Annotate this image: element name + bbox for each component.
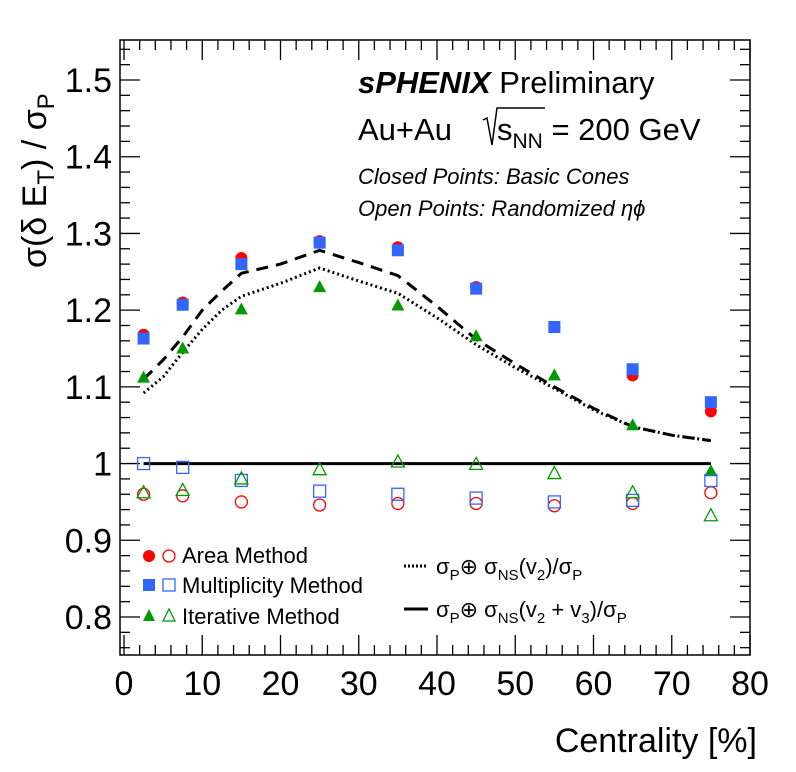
x-tick-label: 40 bbox=[418, 665, 456, 703]
multiplicity-filled-point bbox=[548, 321, 561, 334]
x-axis-title: Centrality [%] bbox=[555, 722, 757, 760]
sqrt-symbol bbox=[482, 107, 545, 146]
iterative-open-point bbox=[312, 461, 328, 476]
area-open-point bbox=[234, 495, 249, 509]
x-tick-label: 80 bbox=[731, 665, 769, 703]
multiplicity-filled-point bbox=[391, 244, 404, 257]
iterative-filled-point bbox=[176, 341, 190, 354]
iterative-filled-point bbox=[547, 368, 561, 381]
y-tick-label: 1.1 bbox=[65, 369, 112, 407]
iterative-filled-point bbox=[704, 464, 718, 477]
iterative-open-point bbox=[233, 470, 249, 485]
area-open-point bbox=[312, 498, 327, 512]
y-tick-label: 1.3 bbox=[65, 215, 112, 253]
legend-dashed-label: σP⊕ σNS(v2 + v3)/σP bbox=[436, 597, 627, 627]
iterative-filled-point bbox=[234, 302, 248, 315]
y-tick-label: 0.8 bbox=[65, 599, 112, 637]
iterative-filled-point bbox=[626, 418, 640, 431]
multiplicity-open-point bbox=[469, 491, 483, 505]
multiplicity-filled-point bbox=[176, 298, 189, 311]
x-tick-label: 70 bbox=[653, 665, 691, 703]
legend-area-filled-marker bbox=[143, 550, 155, 562]
y-tick-label: 0.9 bbox=[65, 522, 112, 560]
y-tick-label: 1.2 bbox=[65, 292, 112, 330]
multiplicity-open-point bbox=[391, 487, 405, 501]
legend: Area Method Multiplicity Method Iterativ… bbox=[143, 543, 627, 629]
multiplicity-filled-point bbox=[313, 236, 326, 249]
iterative-filled-point bbox=[391, 298, 405, 311]
x-tick-label: 60 bbox=[575, 665, 613, 703]
x-tick-label: 30 bbox=[340, 665, 378, 703]
legend-iterative-label: Iterative Method bbox=[182, 604, 340, 629]
x-tick-label: 10 bbox=[183, 665, 221, 703]
x-tick-label: 50 bbox=[496, 665, 534, 703]
multiplicity-open-point bbox=[234, 473, 249, 488]
data-points bbox=[135, 235, 719, 522]
multiplicity-open-point bbox=[704, 473, 718, 488]
experiment-label: sPHENIX Preliminary bbox=[358, 65, 655, 100]
area-open-point bbox=[625, 496, 640, 511]
legend-iterative-open-marker bbox=[161, 607, 177, 622]
multiplicity-filled-point bbox=[470, 282, 483, 295]
legend-iterative-filled-marker bbox=[143, 609, 155, 621]
legend-multiplicity-filled-marker bbox=[143, 579, 155, 591]
legend-area-label: Area Method bbox=[182, 543, 308, 568]
y-tick-label: 1.4 bbox=[65, 139, 112, 177]
area-open-point bbox=[704, 486, 718, 500]
area-open-point bbox=[547, 499, 562, 513]
system-label: Au+Au bbox=[358, 112, 452, 147]
multiplicity-filled-point bbox=[704, 396, 717, 409]
iterative-open-point bbox=[175, 482, 191, 497]
iterative-open-point bbox=[703, 507, 719, 522]
legend-area-open-marker bbox=[162, 549, 176, 563]
curves bbox=[142, 248, 712, 466]
multiplicity-open-point bbox=[312, 484, 327, 498]
plot-frame bbox=[119, 39, 751, 656]
open-points-note: Open Points: Randomized ηϕ bbox=[358, 196, 645, 221]
y-tick-label: 1.5 bbox=[65, 62, 112, 100]
legend-dotted-label: σP⊕ σNS(v2)/σP bbox=[436, 554, 582, 584]
iterative-open-point bbox=[135, 484, 152, 499]
multiplicity-open-point bbox=[136, 456, 151, 471]
multiplicity-filled-point bbox=[235, 258, 248, 271]
curve-v2-dotted bbox=[142, 266, 712, 443]
iterative-filled-point bbox=[469, 329, 483, 342]
multiplicity-open-point bbox=[176, 460, 190, 475]
curve-v2-v3-dashed bbox=[142, 248, 712, 443]
legend-multiplicity-label: Multiplicity Method bbox=[182, 573, 363, 598]
legend-multiplicity-open-marker bbox=[162, 578, 176, 592]
multiplicity-filled-point bbox=[137, 332, 150, 345]
energy-label: sNN = 200 GeV bbox=[497, 112, 701, 153]
x-tick-label: 0 bbox=[115, 665, 134, 703]
x-tick-label: 20 bbox=[262, 665, 300, 703]
iterative-filled-point bbox=[137, 370, 151, 383]
iterative-open-point bbox=[625, 484, 641, 499]
iterative-open-point bbox=[390, 453, 406, 468]
y-axis-title: σ(δ ET) / σP bbox=[16, 93, 60, 268]
closed-points-note: Closed Points: Basic Cones bbox=[358, 164, 629, 189]
multiplicity-filled-point bbox=[626, 363, 639, 376]
iterative-open-point bbox=[468, 455, 484, 470]
y-tick-label: 1 bbox=[93, 446, 112, 484]
area-filled-point bbox=[704, 405, 717, 418]
multiplicity-open-point bbox=[625, 493, 640, 508]
iterative-filled-point bbox=[313, 280, 327, 293]
multiplicity-open-point bbox=[547, 495, 562, 509]
iterative-open-point bbox=[546, 465, 562, 480]
axes: 0 10 20 30 40 50 60 70 80 0.8 0.9 1 1.1 1.2 1.3 1.4 1.5 bbox=[65, 40, 769, 703]
area-open-point bbox=[391, 496, 405, 511]
area-open-point bbox=[136, 487, 151, 501]
